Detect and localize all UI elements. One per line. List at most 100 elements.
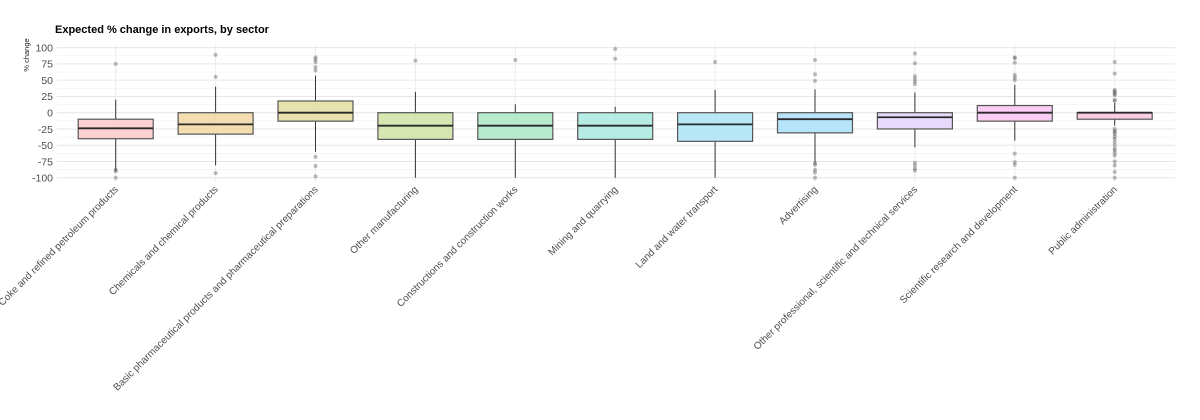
outlier-point — [1112, 143, 1117, 148]
box-rect — [676, 112, 754, 142]
x-tick-label: Advertising — [777, 184, 820, 227]
outlier-point — [1012, 162, 1017, 167]
x-tick-label: Coke and refined petroleum products — [0, 184, 121, 308]
x-tick-label: Scientific research and development — [898, 184, 1020, 306]
outlier-point — [912, 79, 917, 84]
y-tick-label: 50 — [41, 75, 53, 87]
box-5 — [477, 58, 554, 178]
outlier-point — [813, 72, 817, 77]
outlier-point — [813, 175, 817, 180]
outlier-point — [1112, 87, 1117, 92]
y-axis-label: % change — [22, 38, 31, 71]
outlier-point — [1112, 139, 1117, 144]
outlier-point — [313, 154, 318, 159]
outlier-point — [813, 167, 817, 172]
box-11 — [1076, 59, 1153, 180]
outlier-point — [813, 162, 817, 167]
outlier-point — [313, 59, 318, 64]
outlier-point — [1012, 55, 1017, 60]
outlier-point — [1012, 56, 1017, 61]
outlier-point — [1112, 134, 1117, 139]
outlier-point — [1112, 89, 1117, 94]
box-9 — [876, 51, 954, 173]
outlier-point — [1112, 146, 1117, 151]
x-tick-label: Constructions and construction works — [395, 184, 520, 309]
y-tick-label: -75 — [38, 156, 53, 168]
x-tick-label: Mining and quarrying — [547, 184, 621, 258]
outlier-point — [1012, 78, 1017, 83]
box-rect — [776, 112, 854, 134]
outlier-point — [912, 166, 917, 171]
outlier-point — [1112, 159, 1117, 164]
box-7 — [676, 59, 754, 178]
outlier-point — [413, 58, 418, 63]
outlier-point — [1112, 128, 1117, 133]
box-1 — [77, 61, 154, 180]
box-6 — [577, 46, 654, 178]
x-tick-label: Chemicals and chemical products — [107, 184, 221, 298]
outlier-point — [1112, 93, 1117, 98]
outlier-point — [1112, 130, 1117, 135]
outlier-point — [613, 46, 618, 51]
y-tick-label: 75 — [41, 59, 53, 71]
box-rect — [1076, 112, 1153, 120]
outlier-point — [213, 74, 218, 79]
outlier-point — [1012, 160, 1017, 165]
outlier-point — [1112, 71, 1117, 76]
outlier-point — [1112, 91, 1117, 96]
x-axis: Coke and refined petroleum productsChemi… — [0, 184, 1120, 393]
chart-title: Expected % change in exports, by sector — [55, 24, 270, 36]
outlier-point — [113, 169, 118, 174]
outlier-point — [912, 160, 917, 165]
outlier-point — [313, 55, 318, 60]
outlier-point — [113, 175, 118, 180]
outlier-point — [1012, 72, 1017, 77]
outlier-point — [713, 59, 718, 64]
box-rect — [277, 100, 354, 122]
box-4 — [377, 58, 454, 178]
outlier-point — [1112, 132, 1117, 137]
outlier-point — [113, 61, 118, 66]
outlier-point — [912, 168, 917, 173]
outlier-point — [1112, 151, 1117, 156]
y-tick-label: -50 — [38, 140, 53, 152]
outlier-point — [1012, 60, 1017, 65]
box-10 — [976, 55, 1053, 180]
outlier-point — [1112, 90, 1117, 95]
outlier-point — [912, 76, 917, 81]
y-tick-label: -25 — [38, 124, 53, 136]
box-rect — [876, 112, 954, 130]
outlier-point — [813, 78, 817, 83]
outlier-point — [313, 68, 318, 73]
outlier-point — [213, 52, 218, 57]
x-tick-label: Land and water transport — [634, 184, 721, 271]
outlier-point — [1112, 169, 1117, 174]
outlier-point — [1112, 136, 1117, 141]
y-tick-label: 25 — [41, 91, 53, 103]
outlier-point — [113, 167, 118, 172]
outlier-point — [313, 57, 318, 62]
outlier-point — [912, 51, 917, 56]
y-tick-label: 0 — [47, 108, 53, 120]
outlier-point — [1012, 175, 1017, 180]
outlier-point — [1112, 97, 1117, 102]
box-8 — [776, 58, 854, 180]
outlier-point — [313, 164, 318, 169]
box-rect — [177, 112, 254, 135]
boxes — [77, 46, 1153, 180]
y-axis: 100 75 50 25 0 -25 -50 -75 -100 — [32, 42, 53, 184]
outlier-point — [1112, 59, 1117, 64]
outlier-point — [1112, 163, 1117, 168]
outlier-point — [513, 58, 518, 63]
outlier-point — [813, 170, 817, 175]
outlier-point — [912, 163, 917, 168]
y-tick-label: 100 — [35, 42, 53, 54]
y-tick-label: -100 — [32, 173, 53, 185]
box-3 — [277, 55, 354, 179]
x-tick-label: Other manufacturing — [348, 184, 420, 256]
outlier-point — [1112, 175, 1117, 180]
x-tick-label: Other professional, scientific and techn… — [752, 184, 920, 352]
outlier-point — [1112, 148, 1117, 153]
outlier-point — [912, 74, 917, 79]
